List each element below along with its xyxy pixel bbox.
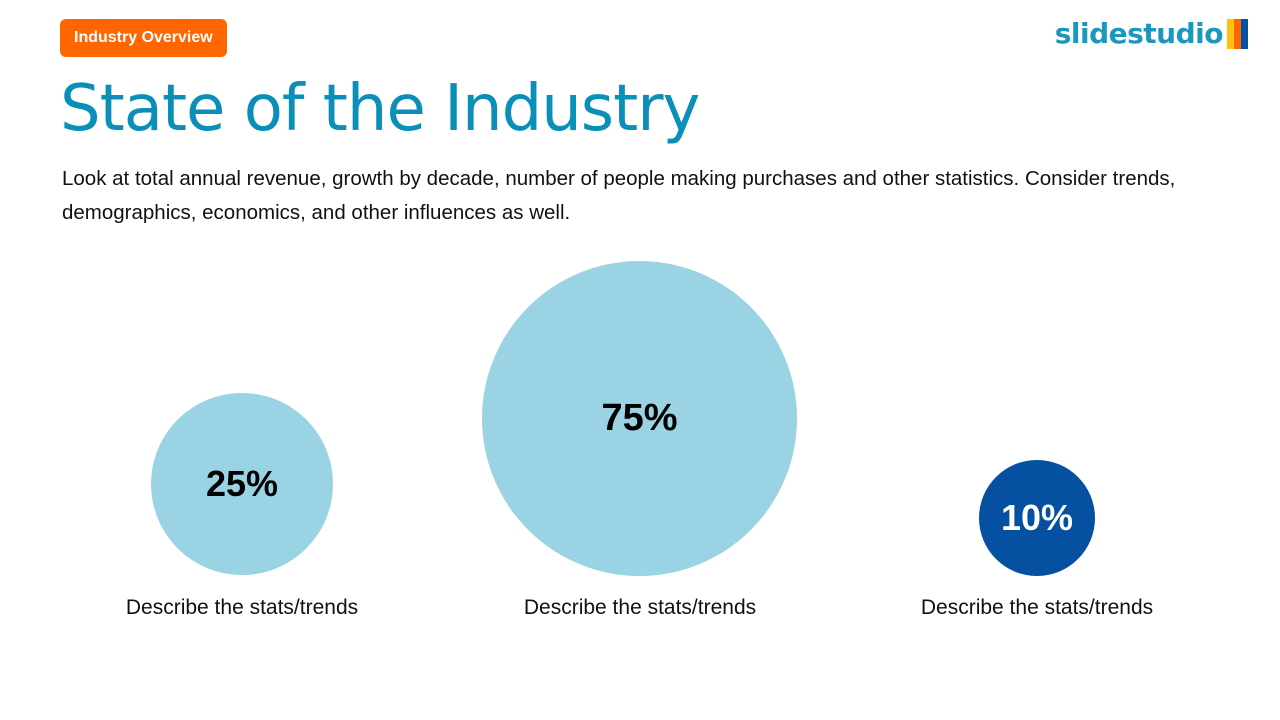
page-title: State of the Industry — [60, 72, 700, 146]
stat-caption: Describe the stats/trends — [920, 596, 1154, 619]
section-badge: Industry Overview — [60, 19, 227, 57]
stat-value: 10% — [1000, 497, 1074, 538]
stat-value: 25% — [205, 463, 279, 504]
stat-circle-1: 25% — [151, 393, 333, 575]
logo-mark-icon — [1227, 18, 1248, 49]
logo-text: slidestudio — [1054, 17, 1224, 50]
stat-value: 75% — [601, 397, 678, 439]
stat-circle-2: 75% — [482, 261, 797, 576]
description: Look at total annual revenue, growth by … — [62, 167, 1176, 224]
stat-caption: Describe the stats/trends — [523, 596, 757, 619]
stat-caption: Describe the stats/trends — [125, 596, 359, 619]
logo: slidestudio — [1055, 17, 1248, 50]
stat-circle-3: 10% — [979, 460, 1095, 576]
